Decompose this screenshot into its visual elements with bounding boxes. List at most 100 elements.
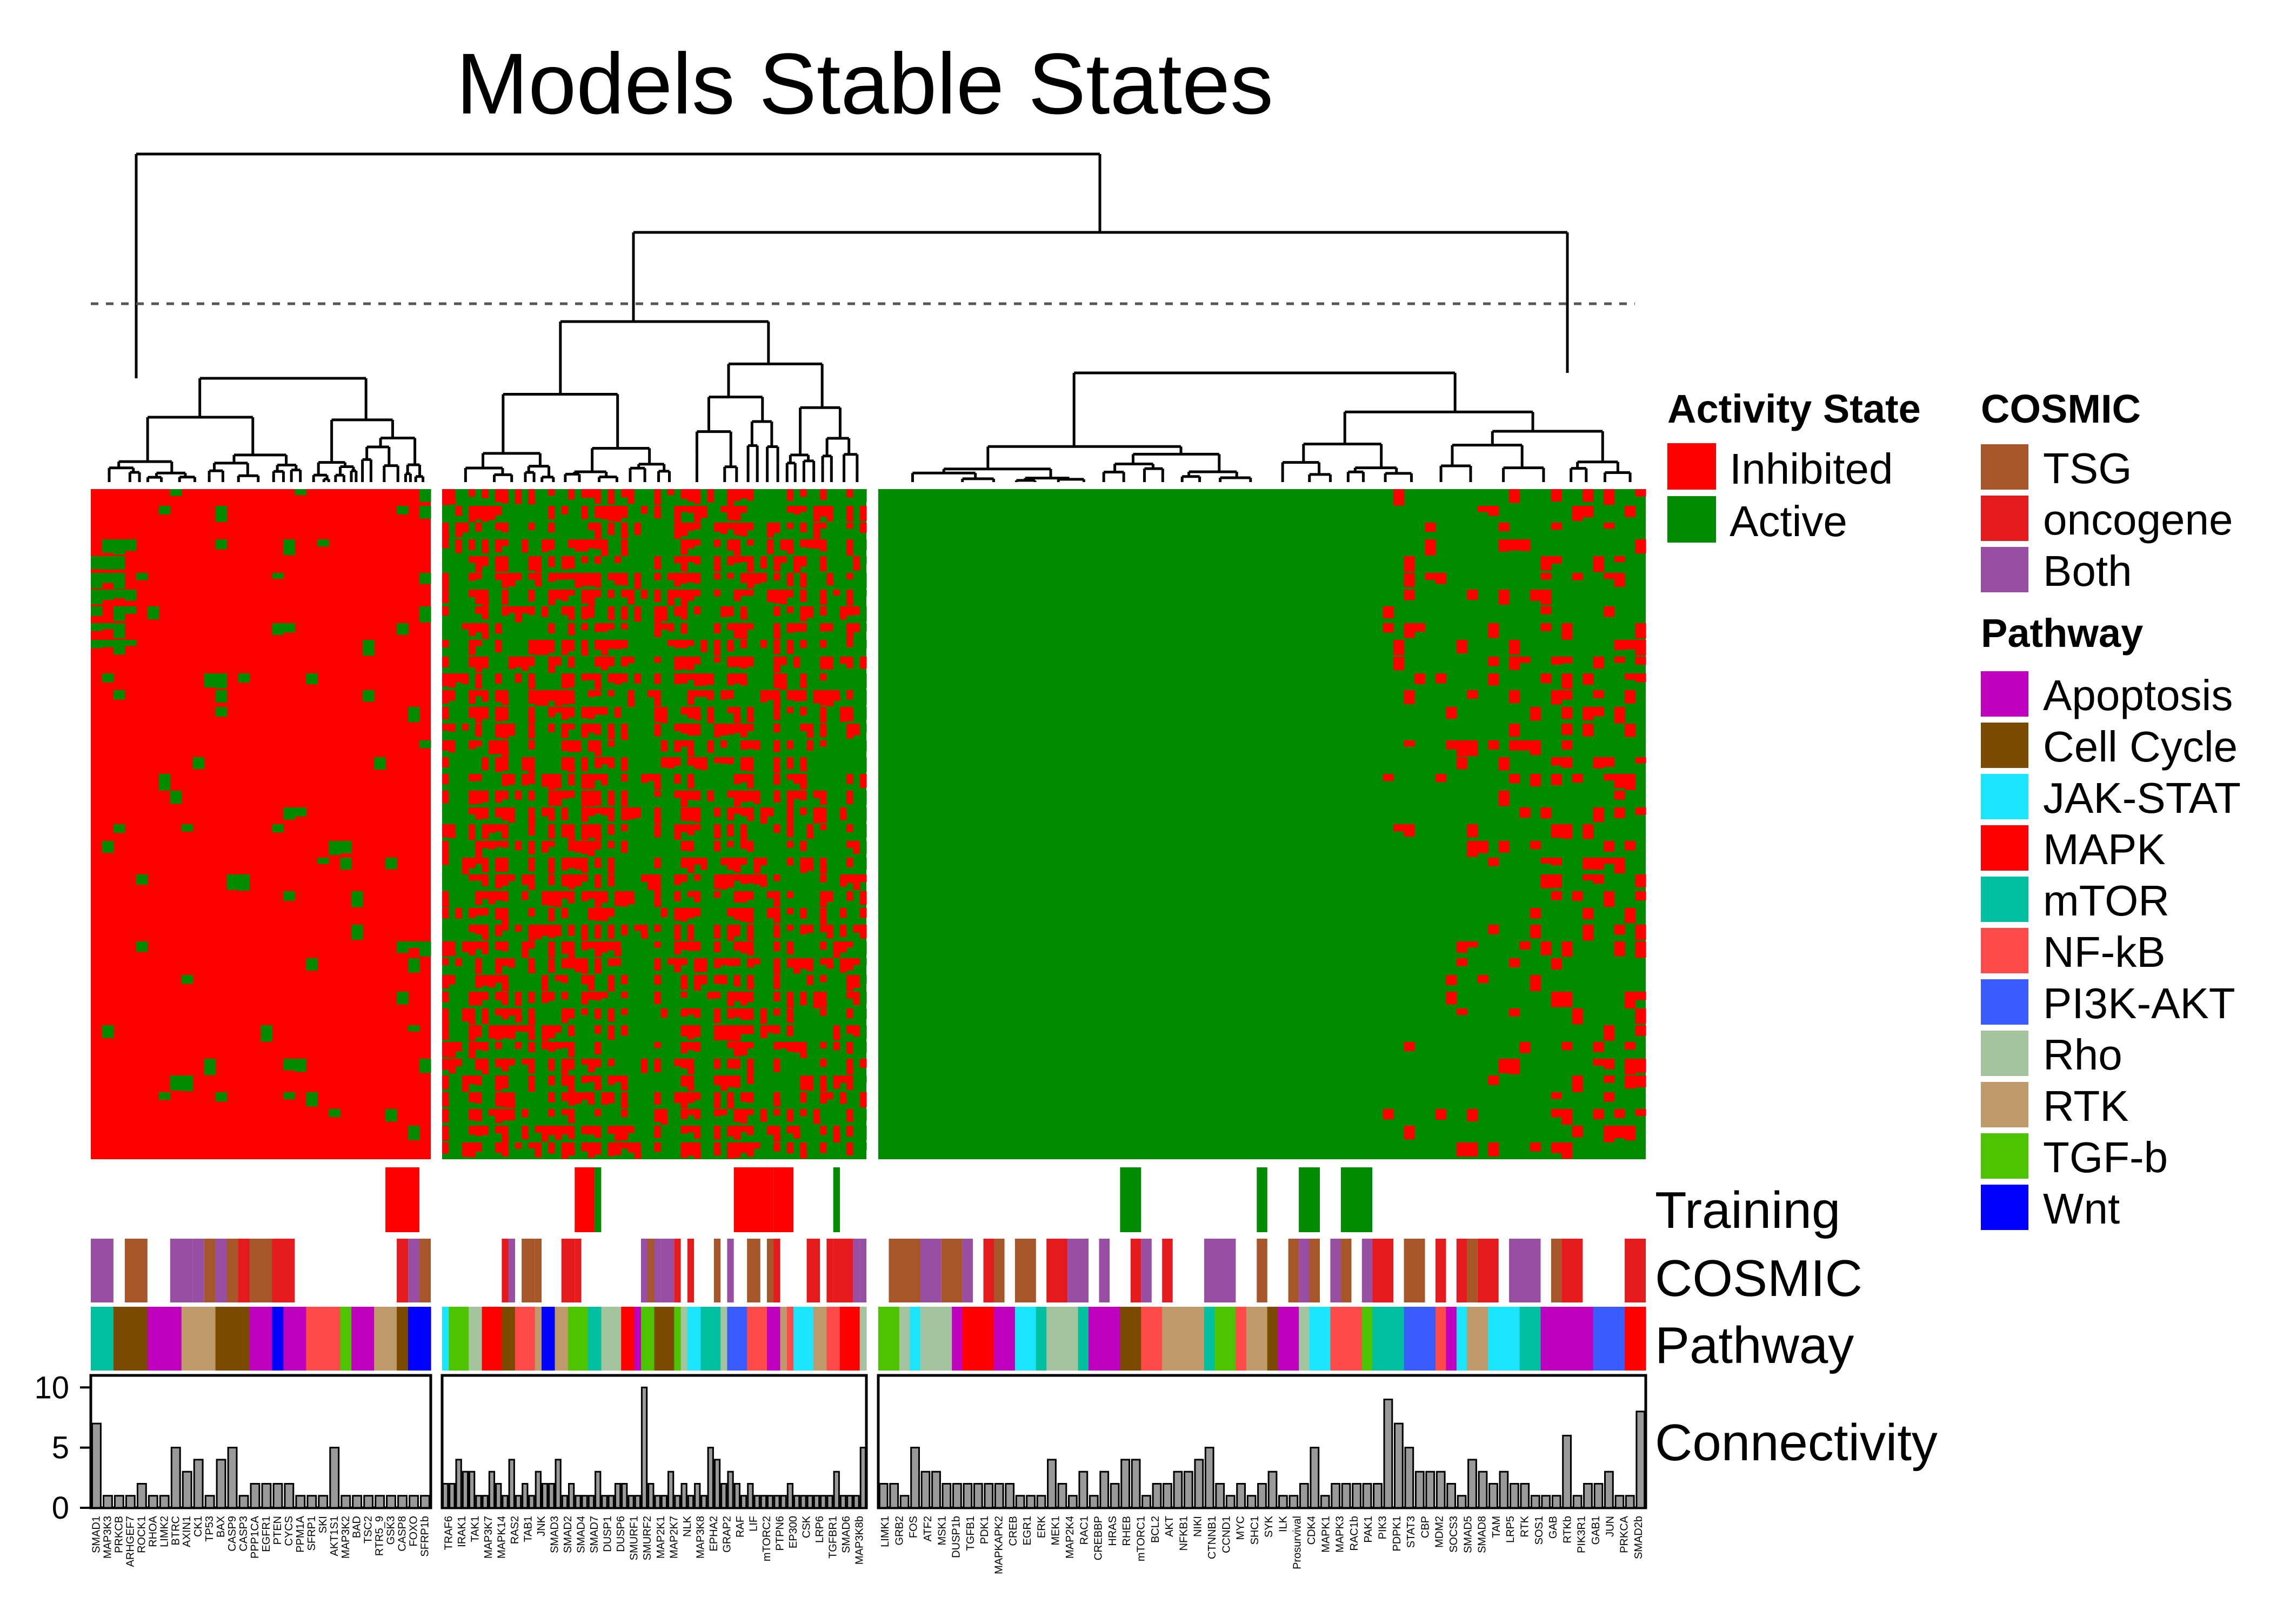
heatmap-cell — [846, 523, 854, 529]
heatmap-cell — [660, 908, 668, 918]
heatmap-cell — [587, 841, 595, 857]
heatmap-cell — [601, 489, 609, 505]
heatmap-cell — [753, 975, 761, 983]
heatmap-cell — [826, 774, 834, 784]
pathway-cell — [1614, 1307, 1625, 1371]
heatmap-cell — [495, 523, 502, 531]
heatmap-cell — [462, 573, 469, 582]
heatmap-cell — [793, 757, 800, 770]
heatmap-cell — [535, 623, 542, 634]
heatmap-cell — [786, 590, 794, 598]
heatmap-cell — [614, 1075, 622, 1082]
gene-label: MSK1 — [936, 1516, 948, 1545]
heatmap-cell — [793, 606, 800, 621]
heatmap-cell — [634, 1025, 642, 1042]
heatmap-cell — [641, 590, 648, 599]
heatmap-cell — [568, 489, 575, 500]
heatmap-cell — [859, 590, 867, 597]
heatmap-cell — [469, 1142, 476, 1158]
heatmap-cell — [508, 657, 516, 669]
heatmap-cell — [469, 556, 476, 563]
heatmap-cell — [587, 891, 595, 899]
heatmap-cell — [488, 908, 496, 917]
heatmap-cell — [753, 657, 761, 673]
pathway-cell — [667, 1307, 675, 1371]
heatmap-cell — [713, 1075, 721, 1086]
heatmap-cell — [687, 707, 695, 719]
heatmap-cell — [733, 824, 741, 841]
heatmap-cell — [1561, 1109, 1573, 1125]
pathway-cell — [826, 1307, 834, 1371]
pathway-cell — [595, 1307, 602, 1371]
heatmap-cell — [601, 523, 609, 530]
heatmap-cell — [813, 1126, 820, 1142]
connectivity-bar — [806, 1495, 813, 1509]
heatmap-cell — [495, 1092, 502, 1107]
heatmap-cell — [475, 740, 483, 747]
heatmap-cell — [846, 925, 854, 934]
cosmic-legend-heading: COSMIC — [1981, 386, 2141, 431]
heatmap-cell — [687, 807, 695, 821]
heatmap-cell — [495, 690, 502, 702]
heatmap-cell — [482, 958, 489, 973]
heatmap-cell — [508, 707, 516, 721]
pathway-cell — [647, 1307, 655, 1371]
heatmap-cell — [820, 908, 827, 925]
heatmap-cell — [621, 774, 629, 781]
heatmap-cell — [535, 791, 542, 805]
heatmap-cell — [495, 1126, 502, 1133]
heatmap-cell — [800, 740, 807, 756]
heatmap-cell — [449, 623, 456, 639]
heatmap-cell — [647, 874, 655, 891]
heatmap-cell — [102, 1025, 114, 1038]
heatmap-cell — [773, 925, 781, 938]
heatmap-cell — [839, 1126, 847, 1133]
heatmap-cell — [535, 757, 542, 772]
heatmap-cell — [660, 1075, 668, 1092]
heatmap-cell — [727, 807, 735, 820]
heatmap-cell — [555, 623, 562, 632]
heatmap-cell — [475, 1008, 483, 1020]
heatmap-cell — [1540, 874, 1552, 888]
heatmap-cell — [641, 489, 648, 496]
cosmic-cell — [833, 1239, 840, 1302]
heatmap-cell — [740, 707, 747, 716]
heatmap-cell — [767, 590, 774, 602]
heatmap-cell — [1530, 908, 1541, 919]
heatmap-cell — [482, 673, 489, 686]
heatmap-cell — [740, 606, 747, 620]
heatmap-cell — [542, 707, 549, 717]
heatmap-cell — [508, 489, 516, 499]
connectivity-bar — [889, 1483, 899, 1509]
gene-label: SKI — [317, 1516, 329, 1533]
heatmap-cell — [488, 506, 496, 520]
heatmap-cell — [601, 757, 609, 765]
heatmap-cell — [614, 539, 622, 553]
heatmap-cell — [713, 874, 721, 890]
cosmic-cell — [1625, 1239, 1646, 1302]
heatmap-cell — [621, 874, 629, 882]
heatmap-cell — [674, 858, 682, 865]
cosmic-cell — [1309, 1239, 1320, 1302]
heatmap-cell — [753, 673, 761, 690]
heatmap-cell — [694, 556, 701, 565]
heatmap-cell — [607, 1142, 615, 1157]
connectivity-bar — [859, 1447, 866, 1509]
heatmap-cell — [634, 690, 642, 700]
heatmap-cell — [601, 891, 609, 903]
heatmap-cell — [488, 1109, 496, 1116]
heatmap-cell — [753, 757, 761, 772]
heatmap-cell — [1635, 539, 1646, 554]
cosmic-cell — [1099, 1239, 1110, 1302]
heatmap-cell — [853, 757, 860, 773]
heatmap-cell — [488, 539, 496, 546]
heatmap-cell — [806, 640, 814, 646]
heatmap-cell — [555, 539, 562, 555]
heatmap-cell — [839, 807, 847, 820]
heatmap-cell — [641, 824, 648, 831]
heatmap-cell — [720, 673, 728, 684]
connectivity-bar — [182, 1471, 192, 1509]
heatmap-cell — [397, 941, 409, 953]
heatmap-cell — [502, 523, 509, 532]
heatmap-cell — [561, 523, 569, 535]
